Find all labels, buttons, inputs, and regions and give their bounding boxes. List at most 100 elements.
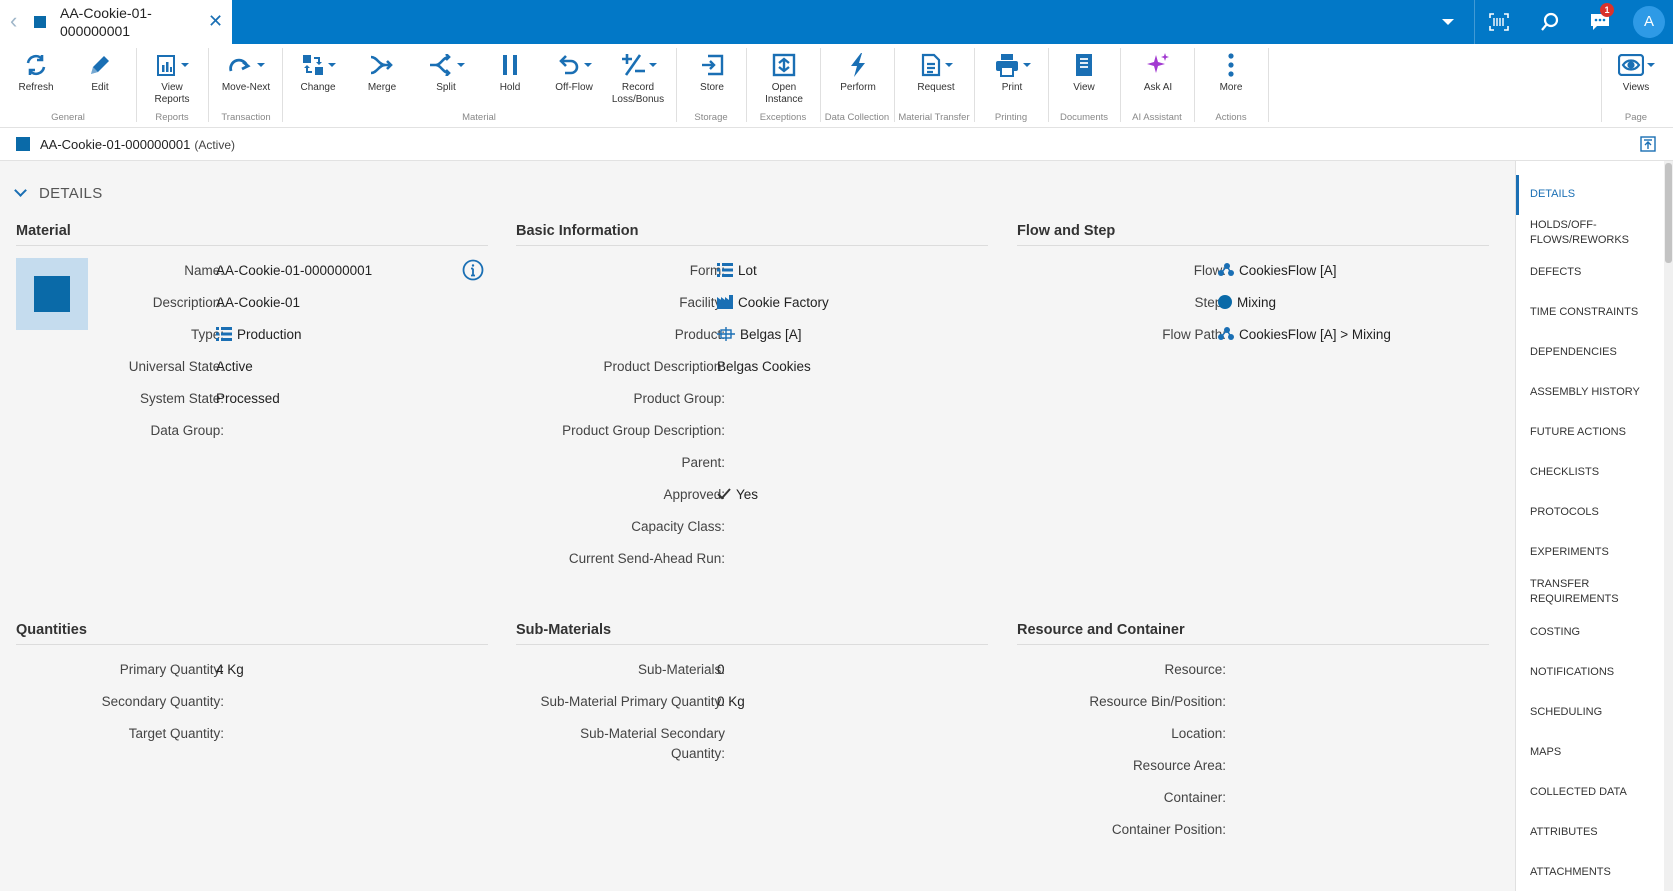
info-icon[interactable] [462,259,484,281]
form-link[interactable]: Lot [717,263,757,278]
flow-and-step-section: Flow and Step [1017,223,1489,246]
user-avatar[interactable]: A [1633,6,1665,38]
hold-button[interactable]: Hold [478,50,542,110]
barcode-scan-icon[interactable] [1474,0,1522,44]
facility-link[interactable]: Cookie Factory [717,295,829,310]
product-link[interactable]: Belgas [A] [717,327,802,342]
change-button[interactable]: Change [286,50,350,110]
nav-item-scheduling[interactable]: SCHEDULING [1530,706,1603,718]
link-text: Lot [738,263,757,278]
off-flow-button[interactable]: Off-Flow [542,50,606,110]
merge-icon [350,50,414,80]
field-form: Form: Lot [516,263,988,283]
section-title: Flow and Step [1017,223,1489,246]
close-icon[interactable]: ✕ [208,11,224,31]
nav-item-checklists[interactable]: CHECKLISTS [1530,466,1600,478]
record-loss-bonus-button[interactable]: Record Loss/Bonus [606,50,670,110]
request-button[interactable]: Request [904,50,968,110]
field-container: Container: [1017,790,1489,810]
field-label: Description: [152,295,224,310]
nav-item-experiments[interactable]: EXPERIMENTS [1530,546,1609,558]
field-label: Quantity: [670,746,725,761]
view-reports-button[interactable]: View Reports [140,50,204,110]
list-icon [216,327,232,342]
store-button[interactable]: Store [680,50,744,110]
flow-path-link[interactable]: CookiesFlow [A] > Mixing [1218,327,1391,342]
chevron-down-icon [14,184,27,197]
nav-item-protocols[interactable]: PROTOCOLS [1530,506,1599,518]
active-indicator [1516,175,1519,215]
nav-item-attributes[interactable]: ATTRIBUTES [1530,826,1598,838]
search-icon[interactable] [1526,0,1574,44]
nav-item-holds-off-flows-reworks[interactable]: HOLDS/OFF- FLOWS/REWORKS [1530,219,1630,246]
top-bar: ‹ AA-Cookie-01-000000001 ✕ 1 A [0,0,1673,44]
field-label: Product Group Description: [562,423,725,438]
field-label: Resource Area: [1132,758,1226,773]
field-product: Product: Belgas [A] [516,327,988,347]
nav-item-notifications[interactable]: NOTIFICATIONS [1530,666,1615,678]
dropdown-caret-icon[interactable] [1424,0,1472,44]
field-value: 0 Kg [717,694,745,709]
group-label-general: General [51,112,85,123]
print-button[interactable]: Print [980,50,1044,110]
refresh-button[interactable]: Refresh [4,50,68,110]
perform-button[interactable]: Perform [826,50,890,110]
views-button[interactable]: Views [1604,50,1668,110]
split-button[interactable]: Split [414,50,478,110]
ask-ai-button[interactable]: Ask AI [1126,50,1190,110]
scrollbar-thumb[interactable] [1665,163,1672,263]
field-flow: Flow: CookiesFlow [A] [1017,263,1489,283]
nav-item-time-constraints[interactable]: TIME CONSTRAINTS [1530,306,1639,318]
field-label: Sub-Material Primary Quantity: [540,694,725,709]
field-label: Flow Path: [1162,327,1226,342]
open-instance-button[interactable]: Open Instance [752,50,816,110]
merge-button[interactable]: Merge [350,50,414,110]
field-approved: Approved: Yes [516,487,988,507]
change-icon [286,50,350,80]
back-chevron-icon[interactable]: ‹ [10,8,18,33]
field-label: Product Description: [603,359,725,374]
notifications-chat-icon[interactable]: 1 [1576,0,1624,44]
group-label-exceptions: Exceptions [759,112,807,123]
store-icon [680,50,744,80]
field-label: Approved: [663,487,725,502]
field-target-quantity: Target Quantity: [16,726,488,746]
collapse-header-icon[interactable] [1640,136,1656,152]
more-button[interactable]: More [1199,50,1263,110]
field-name: Name: AA-Cookie-01-000000001 [16,263,488,283]
nav-item-defects[interactable]: DEFECTS [1530,266,1582,278]
scrollbar-track[interactable] [1664,161,1673,891]
nav-item-costing[interactable]: COSTING [1530,626,1581,638]
move-next-button[interactable]: Move-Next [214,50,278,110]
field-label: Sub-Materials: [637,662,725,677]
field-label: Primary Quantity: [119,662,224,677]
nav-item-assembly-history[interactable]: ASSEMBLY HISTORY [1530,386,1640,398]
material-image [16,258,88,330]
group-separator [1601,48,1602,122]
section-title: Sub-Materials [516,622,988,645]
flow-link[interactable]: CookiesFlow [A] [1218,263,1337,278]
field-label: Resource: [1164,662,1226,677]
field-system-state: System State: Processed [16,391,488,411]
pencil-icon [68,50,132,80]
field-label: Secondary Quantity: [101,694,224,709]
nav-item-future-actions[interactable]: FUTURE ACTIONS [1530,426,1626,438]
type-link[interactable]: Production [216,327,302,342]
nav-item-transfer-requirements[interactable]: TRANSFER REQUIREMENTS [1530,578,1619,605]
field-label: Capacity Class: [631,519,725,534]
view-documents-button[interactable]: View [1052,50,1116,110]
details-section-toggle[interactable]: DETAILS [14,184,103,202]
step-link[interactable]: Mixing [1218,295,1276,310]
main-content: DETAILS [0,161,1515,891]
resource-and-container-section: Resource and Container [1017,622,1489,645]
nav-item-details[interactable]: DETAILS [1530,188,1576,200]
field-product-description: Product Description: Belgas Cookies [516,359,988,379]
nav-item-dependencies[interactable]: DEPENDENCIES [1530,346,1617,358]
field-value: AA-Cookie-01 [216,295,301,310]
nav-item-attachments[interactable]: ATTACHMENTS [1530,866,1611,878]
edit-button[interactable]: Edit [68,50,132,110]
nav-item-collected-data[interactable]: COLLECTED DATA [1530,786,1627,798]
nav-item-maps[interactable]: MAPS [1530,746,1562,758]
field-universal-state: Universal State: Active [16,359,488,379]
document-tab[interactable]: ‹ AA-Cookie-01-000000001 ✕ [0,0,232,44]
